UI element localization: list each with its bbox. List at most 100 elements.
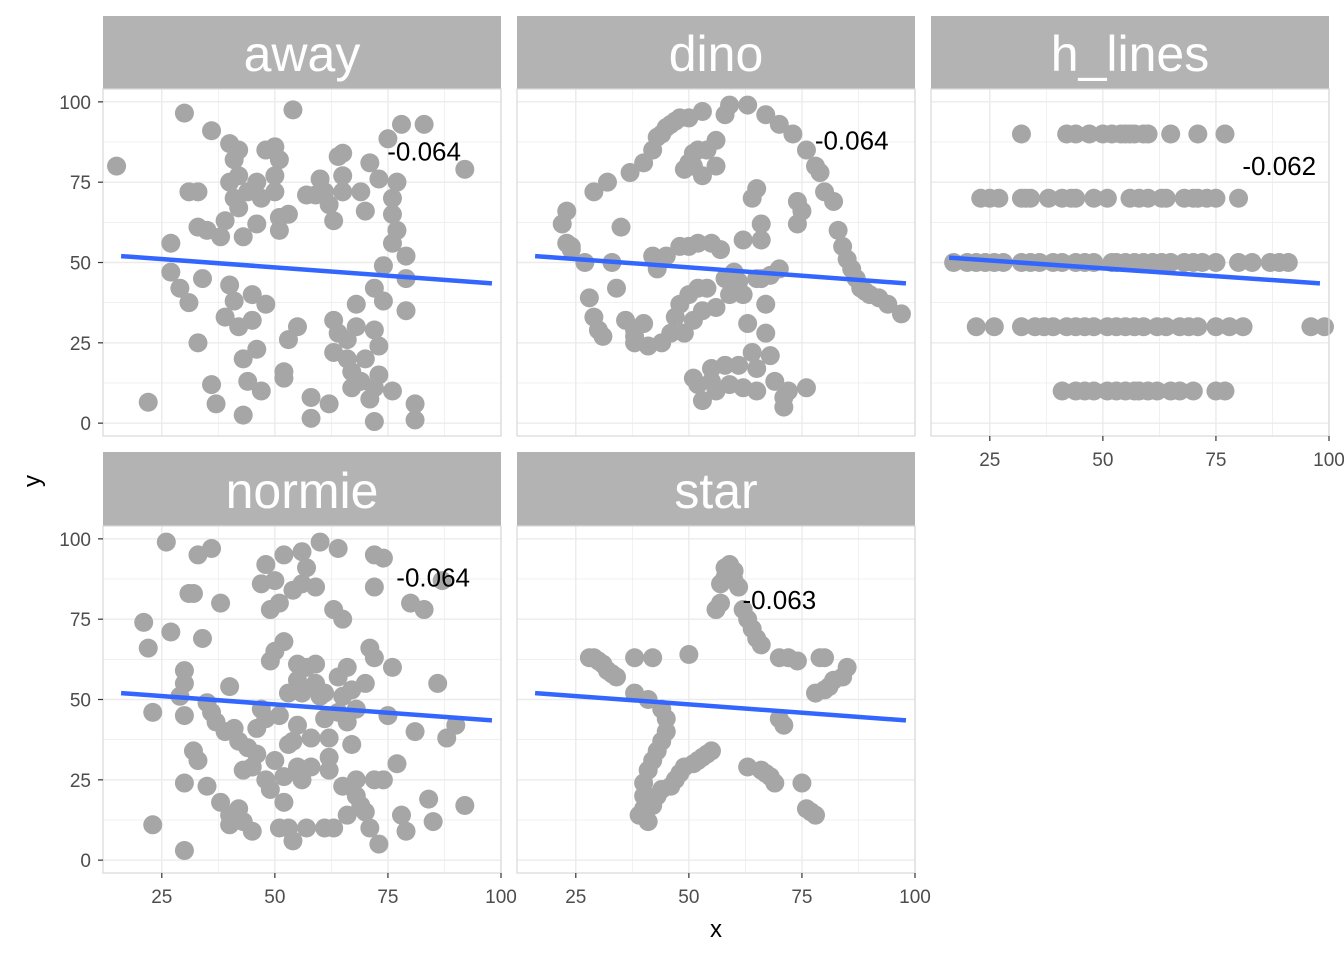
data-point [355, 349, 375, 369]
data-point [193, 628, 212, 648]
data-point [161, 262, 181, 282]
data-point [382, 381, 402, 401]
data-point [579, 288, 599, 308]
data-point [751, 230, 771, 250]
data-point [174, 706, 194, 726]
data-point [138, 392, 158, 412]
facet-strip-label: normie [226, 463, 379, 519]
data-point [387, 220, 407, 240]
data-point [143, 815, 163, 835]
data-point [738, 95, 758, 115]
data-point [742, 342, 762, 362]
facet-strip [103, 16, 501, 89]
data-point [301, 408, 321, 428]
data-point [215, 211, 235, 231]
panel-border [516, 525, 916, 874]
data-point [382, 204, 402, 224]
data-point [824, 191, 844, 211]
scatter-points [579, 555, 857, 832]
data-point [783, 124, 803, 144]
panel-border [516, 88, 916, 437]
data-point [747, 179, 767, 199]
data-point [688, 233, 708, 253]
data-point [828, 220, 848, 240]
data-point [1314, 317, 1334, 337]
data-point [373, 770, 393, 790]
data-point [1097, 188, 1117, 208]
data-point [143, 702, 163, 722]
data-point [355, 802, 375, 822]
data-point [1147, 381, 1167, 401]
data-point [607, 278, 626, 298]
x-tick-label: 25 [565, 887, 586, 908]
data-point [211, 593, 231, 613]
y-tick-label: 75 [70, 173, 91, 194]
data-point [729, 355, 749, 375]
data-point [419, 789, 439, 809]
data-point [138, 638, 158, 658]
data-point [1188, 317, 1208, 337]
data-point [265, 166, 285, 186]
x-tick-label: 75 [1205, 450, 1226, 471]
data-point [756, 323, 776, 343]
data-point [337, 657, 357, 677]
data-point [378, 129, 398, 149]
data-point [1156, 188, 1176, 208]
data-point [156, 532, 176, 552]
data-point [1206, 317, 1226, 337]
data-point [396, 301, 416, 321]
x-tick-label: 100 [899, 887, 931, 908]
data-point [729, 577, 749, 597]
regression-line [948, 255, 1321, 286]
data-point [278, 204, 298, 224]
data-point [202, 121, 222, 141]
y-tick-label: 50 [70, 254, 91, 275]
data-point [324, 211, 344, 231]
data-point [1215, 124, 1235, 144]
data-point [342, 734, 362, 754]
data-point [269, 593, 289, 613]
data-point [711, 593, 731, 613]
data-point [369, 169, 389, 189]
data-point [306, 577, 326, 597]
data-point [625, 648, 645, 668]
data-point [423, 812, 443, 832]
data-point [233, 349, 253, 369]
data-point [692, 391, 712, 411]
data-point [706, 156, 726, 176]
correlation-label: -0.064 [387, 137, 461, 167]
data-point [269, 706, 289, 726]
data-point [224, 291, 244, 311]
data-point [333, 166, 353, 186]
data-point [1242, 253, 1262, 272]
data-point [265, 751, 285, 771]
data-point [392, 114, 411, 134]
data-point [706, 130, 726, 150]
data-point [202, 375, 222, 395]
correlation-label: -0.062 [1242, 151, 1316, 181]
data-point [297, 558, 317, 578]
facet-strip [517, 16, 915, 89]
x-tick-label: 100 [485, 887, 517, 908]
data-point [756, 105, 776, 125]
x-tick-label: 50 [678, 887, 699, 908]
scatter-points [134, 532, 475, 861]
data-point [1156, 317, 1176, 337]
data-point [319, 394, 339, 414]
data-point [787, 651, 807, 671]
data-point [405, 394, 425, 414]
correlation-label: -0.064 [815, 125, 889, 155]
data-point [188, 333, 208, 353]
data-point [1021, 188, 1040, 208]
data-point [396, 246, 416, 266]
data-point [229, 166, 249, 186]
data-point [778, 381, 798, 401]
data-point [720, 95, 740, 115]
data-point [815, 648, 835, 668]
data-point [197, 776, 217, 796]
facet-star: star -0.063 25 50 75 100 [516, 452, 931, 908]
data-point [715, 355, 735, 375]
data-point [643, 648, 663, 668]
correlation-label: -0.063 [742, 585, 816, 615]
